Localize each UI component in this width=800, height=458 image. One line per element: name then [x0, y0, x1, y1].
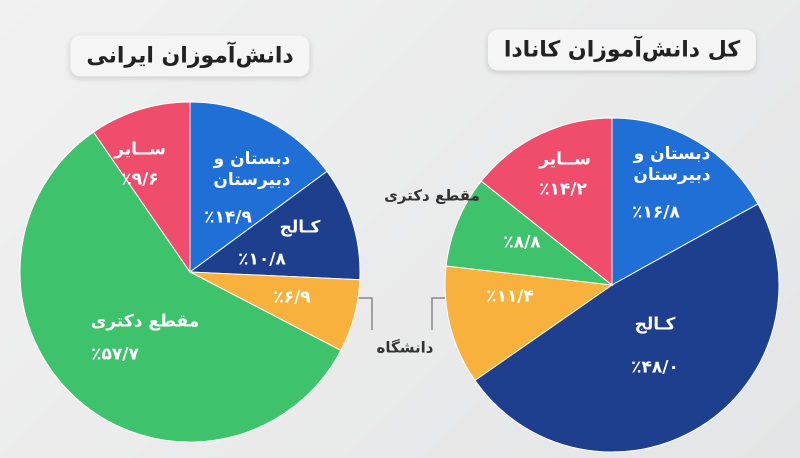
slice-label: دبستان و دبیرستان [213, 148, 291, 190]
pie-slice [474, 203, 780, 453]
slice-label: دانشگاه [376, 338, 434, 357]
pie-slice [188, 170, 361, 281]
value-label: ٪۴۸/۰ [631, 357, 679, 378]
pie-slice [92, 101, 191, 274]
pie-slice [480, 117, 613, 287]
slice-label: ســایر [539, 149, 591, 170]
slice-label: دبستان و دبیرستان [633, 143, 711, 185]
pie-slice [444, 265, 614, 382]
value-label: ٪۱۴/۲ [539, 179, 587, 200]
pie-slice [611, 117, 759, 286]
value-label: ٪۵۷/۷ [91, 344, 139, 365]
value-label: ٪۶/۹ [273, 287, 311, 308]
value-label: ٪۱۶/۸ [632, 202, 680, 223]
slice-label: مقطع دکتری [90, 311, 200, 332]
chart-title: کل دانش‌آموزان کانادا [487, 29, 757, 71]
value-label: ٪۸/۸ [503, 232, 541, 253]
slice-label: کـالج [634, 314, 676, 335]
value-label: ٪۹/۶ [121, 169, 159, 190]
slice-label: مقطع دکتری [384, 186, 480, 205]
value-label: ٪۱۱/۴ [486, 286, 534, 307]
value-label: ٪۱۰/۸ [238, 249, 286, 270]
pie-slice [189, 101, 328, 273]
chart-title: دانش‌آموزان ایرانی [70, 35, 310, 77]
pie-slice [19, 131, 342, 443]
pie-slice [445, 180, 614, 286]
value-label: ٪۱۴/۹ [204, 207, 252, 228]
slice-label: کـالج [279, 217, 321, 238]
slice-label: ســایر [114, 139, 166, 160]
